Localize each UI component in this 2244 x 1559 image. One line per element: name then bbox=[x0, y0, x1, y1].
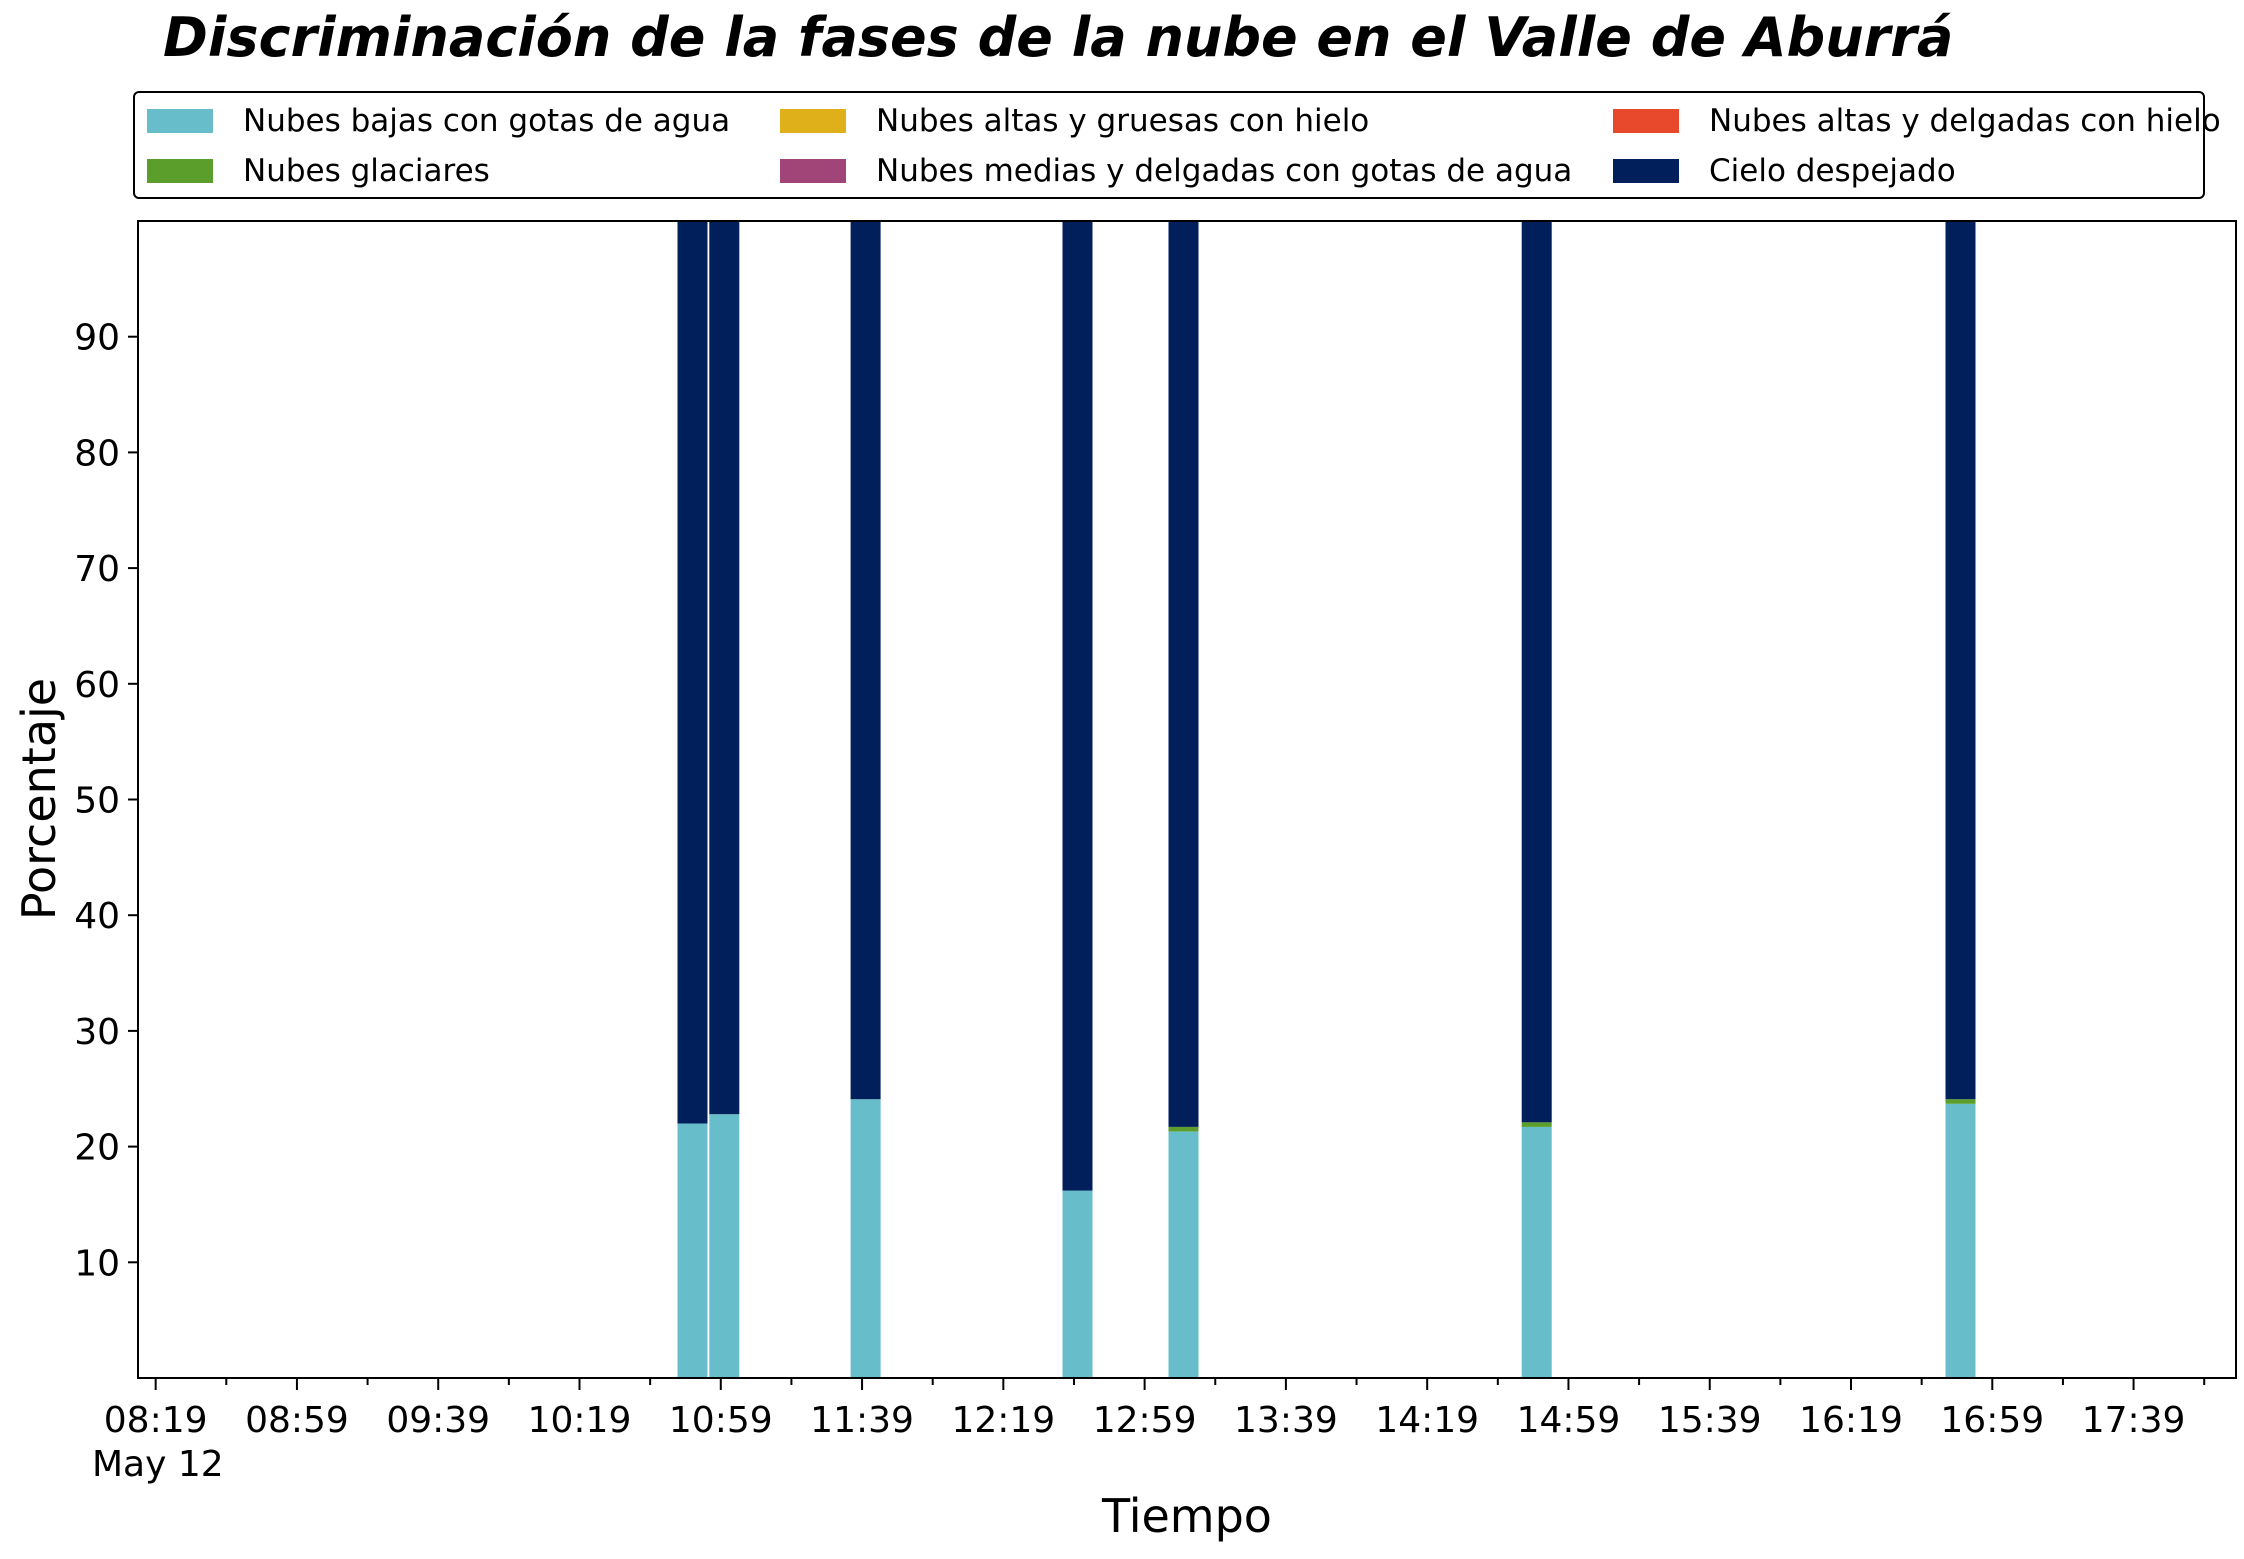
legend: Nubes bajas con gotas de agua Nubes glaci… bbox=[133, 91, 2221, 199]
y-axis-label: Porcentaje bbox=[12, 678, 66, 920]
bar-segment bbox=[1521, 221, 1552, 1123]
y-tick-label: 10 bbox=[74, 1243, 120, 1284]
legend-label: Nubes glaciares bbox=[243, 153, 490, 189]
bar-segment bbox=[850, 221, 881, 1100]
y-tick-label: 30 bbox=[74, 1012, 120, 1053]
y-tick-label: 70 bbox=[74, 549, 120, 590]
bars-layer bbox=[677, 221, 1976, 1378]
y-tick-label: 60 bbox=[74, 665, 120, 706]
bar-segment bbox=[1945, 221, 1976, 1100]
bar-segment bbox=[709, 1114, 740, 1378]
chart-title: Discriminación de la fases de la nube en… bbox=[163, 6, 1954, 69]
legend-label: Nubes altas y gruesas con hielo bbox=[876, 103, 1370, 139]
legend-item: Nubes glaciares bbox=[147, 149, 490, 193]
x-tick-label: 15:39 bbox=[1658, 1400, 1762, 1441]
x-axis-label: Tiempo bbox=[1101, 1489, 1272, 1543]
legend-swatch bbox=[1613, 159, 1679, 183]
bar-segment bbox=[1521, 1122, 1552, 1127]
x-tick-label: 08:59 bbox=[245, 1400, 349, 1441]
bar-segment bbox=[850, 1099, 881, 1378]
legend-label: Nubes medias y delgadas con gotas de agu… bbox=[876, 153, 1573, 189]
x-axis: 08:19 08:59 09:39 10:19 10:59 11:39 12:19 12:59… bbox=[104, 1378, 2206, 1441]
bar-segment bbox=[1945, 1099, 1976, 1104]
x-tick-label: 16:59 bbox=[1940, 1400, 2044, 1441]
x-tick-label: 08:19 bbox=[104, 1400, 208, 1441]
bar-segment bbox=[1062, 1190, 1093, 1378]
y-tick-label: 90 bbox=[74, 318, 120, 359]
legend-item: Nubes medias y delgadas con gotas de agu… bbox=[780, 149, 1572, 193]
bar-segment bbox=[1168, 221, 1199, 1127]
x-tick-label: 17:39 bbox=[2082, 1400, 2186, 1441]
legend-swatch bbox=[780, 109, 846, 133]
bar-segment bbox=[1062, 221, 1093, 1191]
x-tick-label: 16:19 bbox=[1799, 1400, 1903, 1441]
x-tick-label: 12:59 bbox=[1093, 1400, 1197, 1441]
legend-swatch bbox=[147, 109, 213, 133]
plot-frame bbox=[137, 220, 2237, 1379]
legend-item: Nubes altas y gruesas con hielo bbox=[780, 99, 1369, 143]
x-tick-label: 10:19 bbox=[528, 1400, 632, 1441]
y-tick-label: 40 bbox=[74, 896, 120, 937]
x-tick-label: 11:39 bbox=[810, 1400, 914, 1441]
y-axis: 10 20 30 40 50 60 70 80 90 bbox=[74, 318, 138, 1284]
bar-segment bbox=[709, 221, 740, 1115]
legend-label: Nubes bajas con gotas de agua bbox=[243, 103, 731, 139]
bar-segment bbox=[677, 221, 708, 1124]
x-tick-label: 09:39 bbox=[386, 1400, 490, 1441]
legend-item: Nubes altas y delgadas con hielo bbox=[1613, 99, 2221, 143]
bar-segment bbox=[1945, 1103, 1976, 1378]
legend-label: Nubes altas y delgadas con hielo bbox=[1709, 103, 2221, 139]
x-tick-label: 12:19 bbox=[951, 1400, 1055, 1441]
y-tick-label: 50 bbox=[74, 781, 120, 822]
y-tick-label: 20 bbox=[74, 1128, 120, 1169]
bar-segment bbox=[1521, 1126, 1552, 1378]
legend-swatch bbox=[147, 159, 213, 183]
x-tick-label: 13:39 bbox=[1234, 1400, 1338, 1441]
legend-swatch bbox=[1613, 109, 1679, 133]
x-tick-label: 10:59 bbox=[669, 1400, 773, 1441]
x-tick-label: 14:19 bbox=[1375, 1400, 1479, 1441]
legend-item: Cielo despejado bbox=[1613, 149, 1956, 193]
date-label: May 12 bbox=[92, 1444, 224, 1485]
y-tick-label: 80 bbox=[74, 433, 120, 474]
bar-segment bbox=[677, 1123, 708, 1378]
legend-item: Nubes bajas con gotas de agua bbox=[147, 99, 730, 143]
legend-label: Cielo despejado bbox=[1709, 153, 1956, 189]
bar-segment bbox=[1168, 1126, 1199, 1132]
x-tick-label: 14:59 bbox=[1517, 1400, 1621, 1441]
bar-segment bbox=[1168, 1131, 1199, 1378]
legend-swatch bbox=[780, 159, 846, 183]
